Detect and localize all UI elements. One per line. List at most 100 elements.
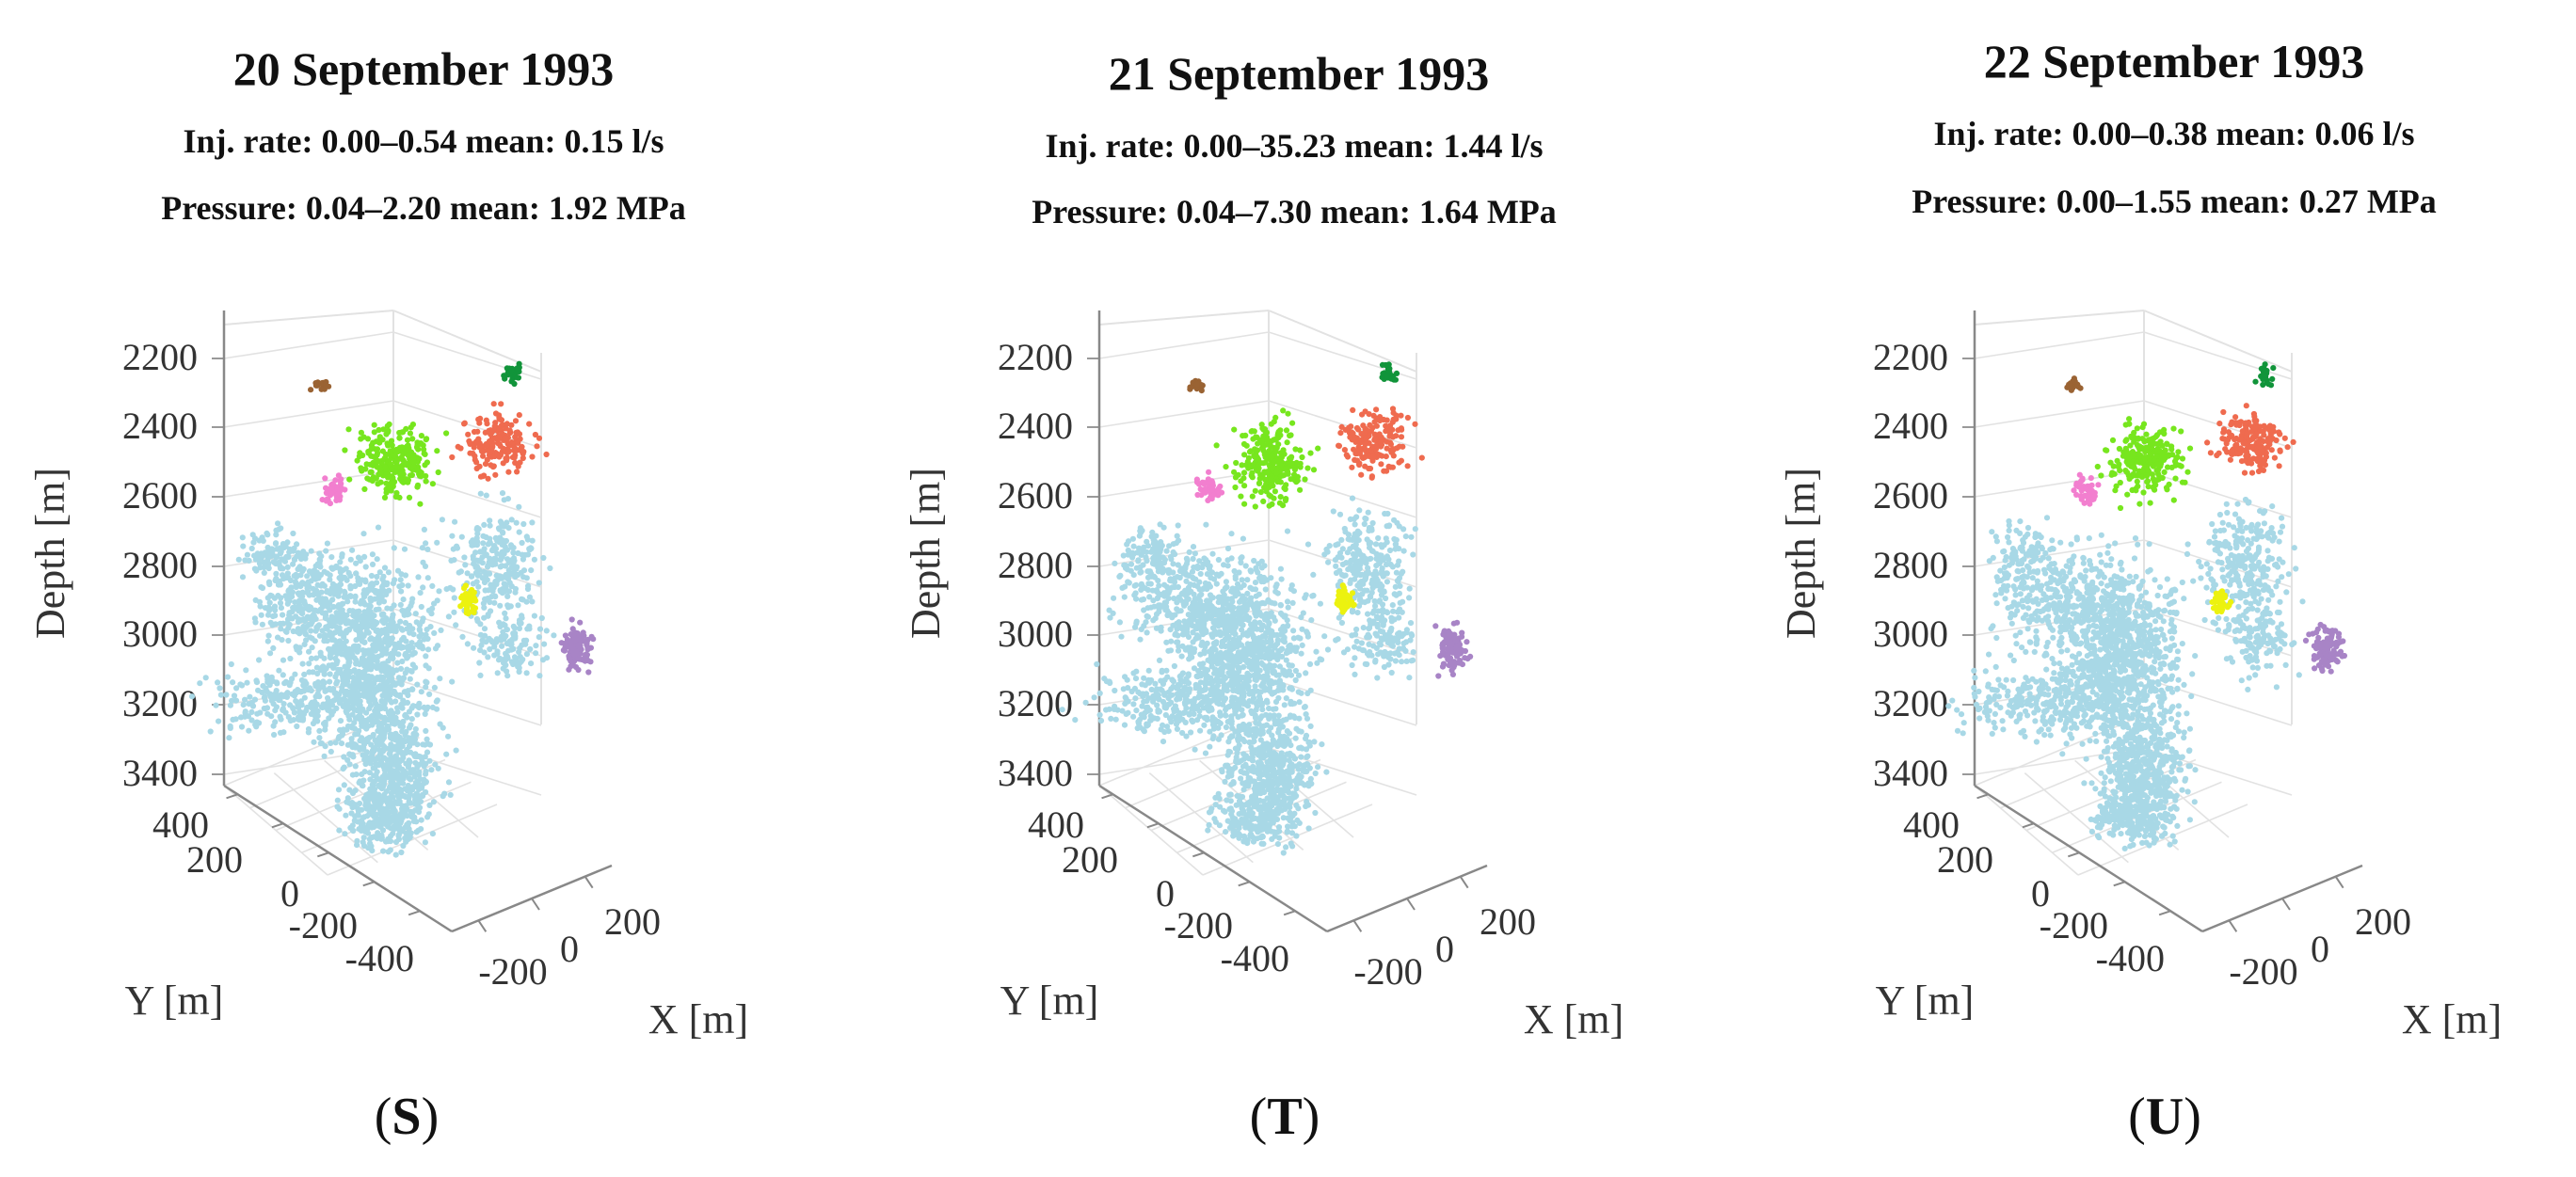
scatter-point-main — [1303, 670, 1309, 676]
scatter-point-main — [395, 835, 402, 843]
scatter-point-main — [399, 766, 406, 772]
scatter-point-main — [317, 649, 324, 656]
scatter-point-main — [227, 723, 233, 730]
scatter-point-red — [500, 460, 506, 467]
scatter-point-main — [295, 626, 301, 632]
scatter-point-main — [520, 574, 527, 581]
scatter-point-main — [1209, 550, 1216, 557]
scatter-point-main — [1176, 619, 1182, 626]
x-tick-mark — [1406, 898, 1416, 911]
scatter-point-main — [371, 612, 377, 619]
scatter-point-main — [257, 603, 264, 610]
scatter-point-main — [1281, 702, 1288, 708]
scatter-point-main — [496, 619, 503, 626]
scatter-point-main — [519, 612, 525, 619]
scatter-point-main — [232, 697, 240, 704]
scatter-point-main — [1224, 719, 1231, 725]
scatter-point-main — [1156, 582, 1162, 589]
scatter-point-main — [1175, 681, 1181, 688]
scatter-point-main — [1223, 599, 1229, 606]
scatter-point-main — [1183, 630, 1190, 637]
scatter-point-main — [408, 749, 414, 756]
scatter-point-main — [541, 641, 548, 647]
scatter-point-main — [1214, 699, 1221, 707]
depth-tick: 2600 — [122, 474, 198, 517]
scatter-point-main — [261, 559, 267, 566]
scatter-point-green_light — [389, 442, 395, 449]
scatter-point-main — [485, 654, 491, 660]
scatter-point-purple — [570, 651, 578, 659]
scatter-point-main — [1132, 590, 1139, 596]
scatter-point-main — [1123, 695, 1129, 702]
scatter-point-main — [449, 678, 456, 685]
scatter-point-main — [370, 731, 376, 739]
scatter-point-green_light — [405, 453, 411, 459]
scatter-point-purple — [565, 638, 572, 644]
scatter-point-main — [490, 561, 498, 567]
scatter-point-main — [1196, 558, 1203, 565]
scatter-point-main — [1197, 651, 1204, 658]
scatter-point-main — [327, 577, 333, 583]
scatter-point-main — [296, 564, 303, 570]
scatter-point-main — [316, 735, 323, 741]
scatter-point-main — [430, 799, 437, 805]
scatter-point-main — [230, 679, 236, 686]
y-tick-mark — [362, 881, 376, 887]
scatter-point-main — [1205, 611, 1211, 617]
scatter-point-main — [1296, 699, 1303, 706]
scatter-point-main — [1169, 584, 1176, 591]
scatter-point-main — [308, 628, 314, 634]
scatter-point-main — [364, 736, 371, 742]
scatter-point-main — [400, 751, 407, 757]
scatter-point-main — [1218, 643, 1225, 650]
scatter-point-main — [264, 638, 271, 644]
scatter-point-main — [313, 701, 320, 708]
scatter-point-main — [226, 735, 232, 741]
scatter-point-main — [370, 765, 376, 771]
scatter-point-main — [1199, 639, 1206, 645]
scatter-point-main — [1256, 561, 1262, 567]
scatter-point-main — [536, 580, 542, 586]
scatter-point-main — [365, 820, 373, 828]
scatter-point-main — [1147, 717, 1154, 724]
scatter-point-main — [336, 625, 343, 631]
scatter-point-pink — [323, 485, 329, 491]
scatter-point-main — [1253, 676, 1259, 684]
scatter-point-main — [1198, 628, 1205, 635]
axis-line-y — [223, 784, 453, 933]
scatter-point-main — [292, 671, 298, 677]
scatter-point-main — [421, 780, 427, 787]
depth-tick: 2400 — [122, 405, 198, 447]
scatter-point-main — [408, 776, 414, 783]
scatter-point-main — [328, 698, 334, 705]
scatter-point-main — [1132, 695, 1139, 702]
scatter-point-main — [481, 626, 488, 632]
scatter-point-main — [1211, 724, 1218, 730]
scatter-point-green_light — [371, 429, 377, 436]
scatter-point-main — [268, 593, 275, 599]
scatter-point-pink — [319, 497, 326, 503]
scatter-point-main — [1307, 687, 1314, 693]
scatter-point-main — [332, 655, 339, 661]
scatter-point-main — [341, 588, 348, 596]
scatter-point-main — [423, 678, 429, 685]
scatter-point-main — [1145, 676, 1152, 684]
scatter-point-main — [402, 711, 408, 719]
scatter-point-red — [511, 445, 519, 452]
scatter-point-main — [312, 607, 319, 613]
scatter-point-main — [516, 625, 523, 632]
scatter-point-main — [1188, 729, 1194, 736]
scatter-point-main — [516, 529, 522, 535]
scatter-point-main — [396, 692, 404, 698]
scatter-point-main — [304, 573, 311, 580]
scatter-point-main — [379, 644, 386, 651]
scatter-point-main — [237, 681, 244, 688]
scatter-point-main — [1169, 676, 1176, 683]
scatter-point-main — [381, 700, 388, 707]
scatter-point-main — [405, 834, 411, 840]
depth-ticks: 2200 2400 2600 2800 3000 3200 3400 — [122, 336, 198, 794]
scatter-point-main — [1161, 593, 1168, 599]
scatter-point-main — [1283, 657, 1289, 663]
scatter-point-main — [404, 655, 410, 661]
scatter-point-main — [410, 769, 417, 776]
